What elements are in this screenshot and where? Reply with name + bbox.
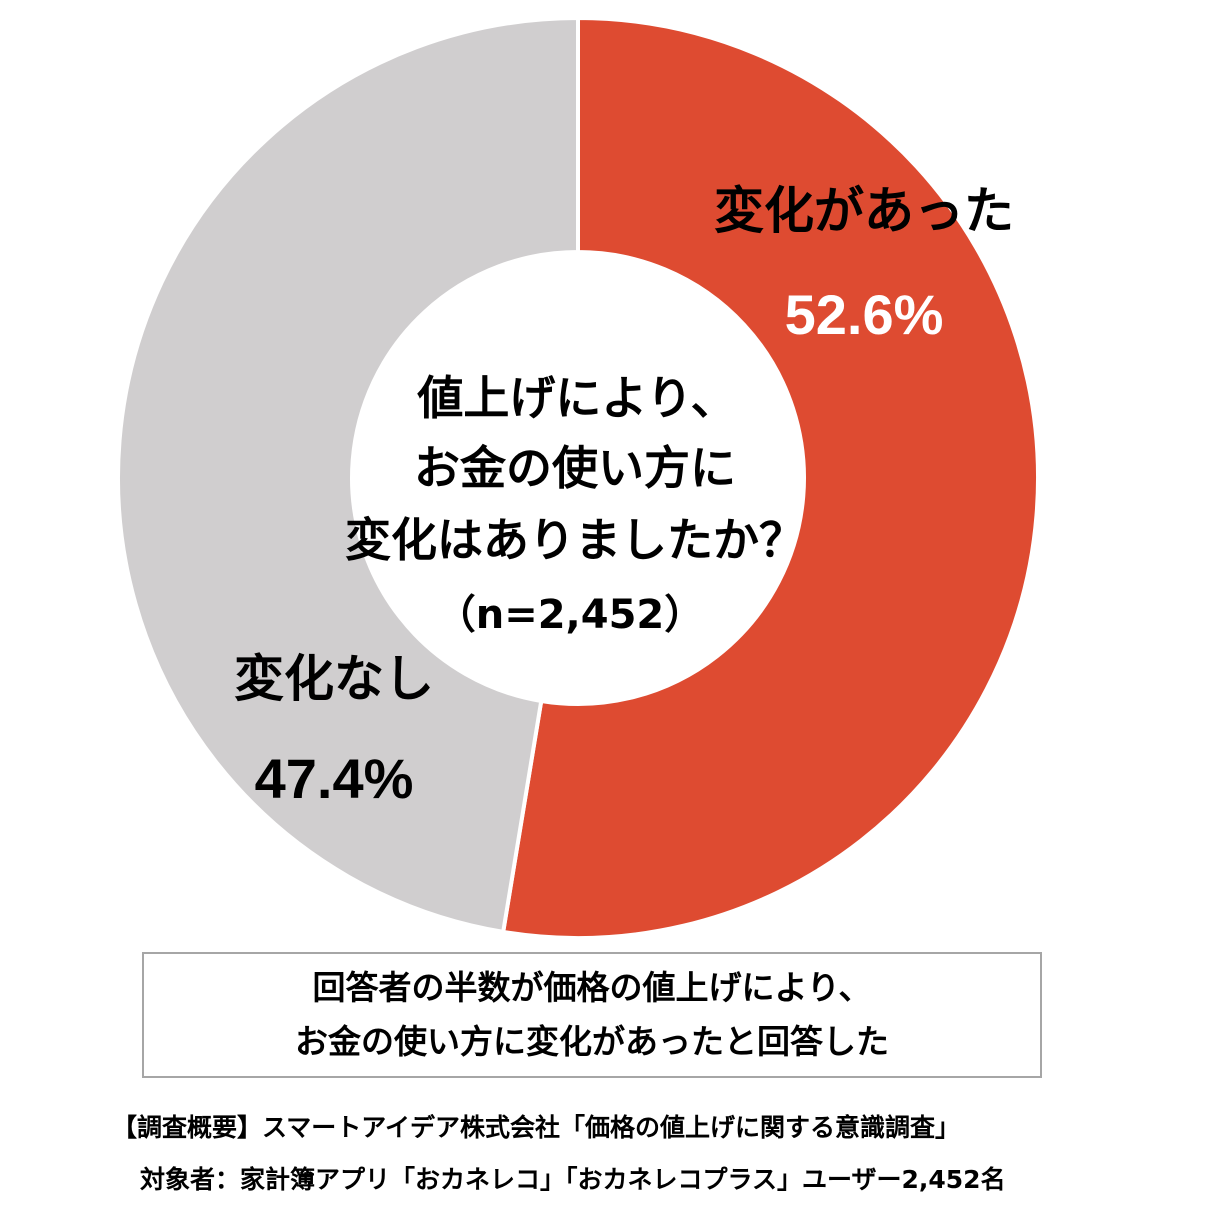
summary-box: 回答者の半数が価格の値上げにより、 お金の使い方に変化があったと回答した <box>142 952 1042 1078</box>
center-title: 値上げにより、 お金の使い方に 変化はありましたか？ （n=2,452） <box>345 371 805 638</box>
slice-value-changed: 52.6% <box>785 283 944 346</box>
slice-label-changed: 変化があった <box>714 182 1014 240</box>
center-title-line-1: 値上げにより、 <box>416 371 736 425</box>
donut-slice-no-change <box>116 15 580 935</box>
summary-line-2: お金の使い方に変化があったと回答した <box>295 1022 889 1061</box>
donut-slice-changed <box>500 15 1040 940</box>
center-title-line-3: 変化はありましたか？ <box>345 513 805 567</box>
survey-target: 対象者：家計簿アプリ「おカネレコ」「おカネレコプラス」ユーザー2,452名 <box>140 1165 1006 1194</box>
sample-size-label: （n=2,452） <box>436 592 705 638</box>
survey-overview: 【調査概要】スマートアイデア株式会社「価格の値上げに関する意識調査」 <box>112 1113 961 1142</box>
donut-slices <box>116 15 1040 940</box>
center-title-line-2: お金の使い方に <box>414 441 736 495</box>
slice-label-no-change: 変化なし <box>234 650 434 708</box>
summary-line-1: 回答者の半数が価格の値上げにより、 <box>312 968 872 1007</box>
slice-value-no-change: 47.4% <box>255 747 414 810</box>
